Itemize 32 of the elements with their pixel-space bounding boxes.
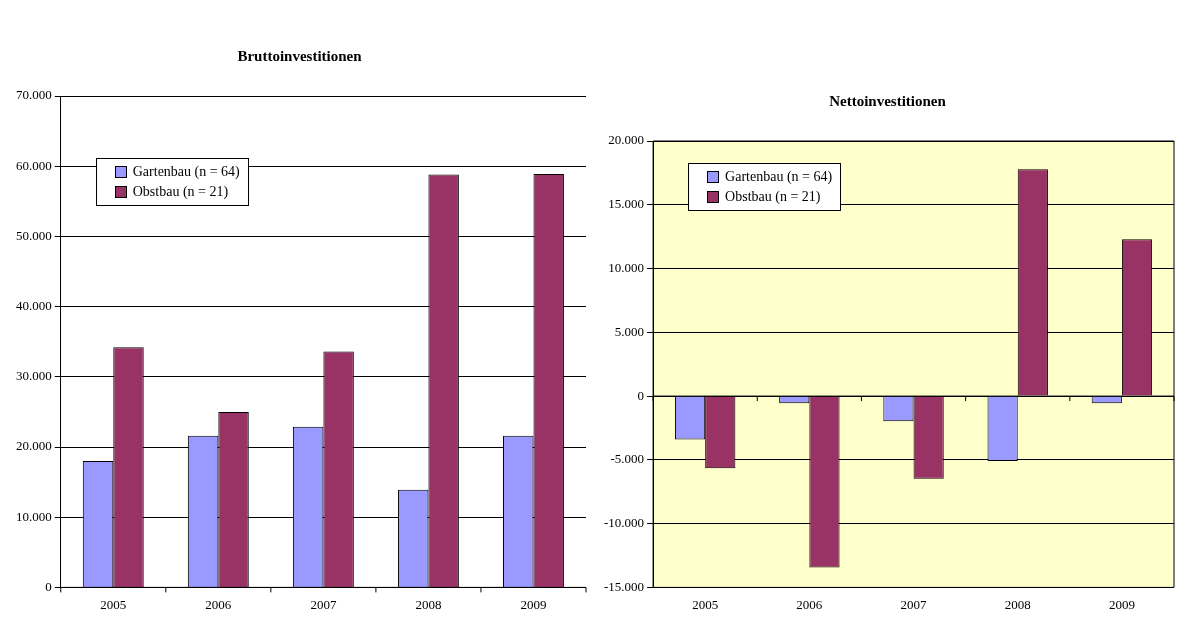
x-tick-label: 2006 <box>796 596 823 612</box>
y-tick-label: 10.000 <box>16 508 52 524</box>
y-tick-label: -10.000 <box>603 515 645 531</box>
x-tick-label: 2005 <box>692 596 719 612</box>
y-tick-label: 0 <box>637 387 645 403</box>
y-tick-label: 10.000 <box>608 259 645 275</box>
y-tick-label: 60.000 <box>16 157 52 173</box>
y-tick-label: 50.000 <box>16 227 52 243</box>
y-tick-label: 40.000 <box>16 298 52 314</box>
legend-label: Gartenbau (n = 64) <box>132 163 240 181</box>
y-tick-label: 30.000 <box>16 368 52 384</box>
y-tick-label: 5.000 <box>614 323 645 339</box>
legend-label: Obstbau (n = 21) <box>725 188 821 206</box>
y-tick-label: 20.000 <box>16 438 52 454</box>
y-tick-label: -5.000 <box>610 451 645 467</box>
chart-title: Bruttoinvestitionen <box>237 47 363 64</box>
y-tick-label: -15.000 <box>603 578 645 594</box>
x-tick-label: 2008 <box>415 596 442 612</box>
legend-label: Obstbau (n = 21) <box>132 183 229 201</box>
y-tick-label: 0 <box>45 578 52 594</box>
y-tick-label: 70.000 <box>16 87 52 103</box>
y-tick-label: 15.000 <box>608 196 645 212</box>
x-tick-label: 2009 <box>1108 596 1135 612</box>
x-tick-label: 2006 <box>205 596 232 612</box>
x-tick-label: 2007 <box>900 596 928 612</box>
x-tick-label: 2008 <box>1004 596 1031 612</box>
chart-title: Nettoinvestitionen <box>829 92 947 109</box>
x-tick-label: 2009 <box>520 596 547 612</box>
x-tick-label: 2007 <box>310 596 337 612</box>
x-tick-label: 2005 <box>100 596 127 612</box>
y-tick-label: 20.000 <box>608 132 645 148</box>
legend-label: Gartenbau (n = 64) <box>725 168 833 186</box>
